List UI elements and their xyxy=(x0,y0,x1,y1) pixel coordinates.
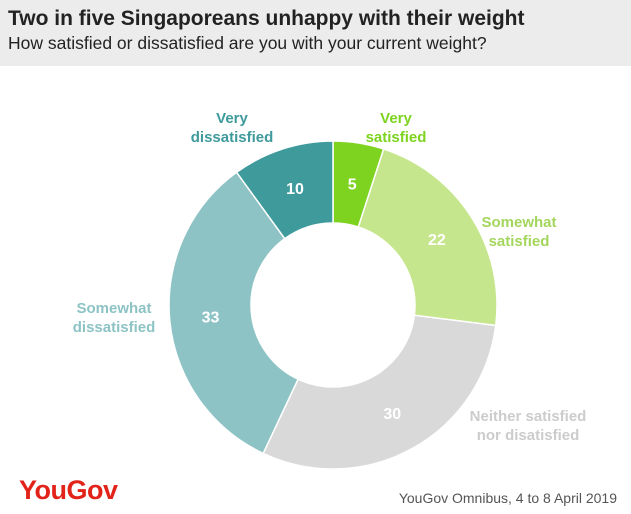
value-label-very-dissatisfied: 10 xyxy=(286,181,304,198)
slice-somewhat-dissatisfied xyxy=(168,171,300,455)
slice-neither-satisfied-nor-disatisfied xyxy=(262,314,497,470)
category-label-very-dissatisfied: Very dissatisfied xyxy=(191,110,274,146)
yougov-logo: YouGov xyxy=(19,475,118,505)
category-label-very-satisfied: Very satisfied xyxy=(366,110,427,146)
chart-header: Two in five Singaporeans unhappy with th… xyxy=(0,0,631,66)
slice-somewhat-satisfied xyxy=(357,148,498,327)
value-label-very-satisfied: 5 xyxy=(348,177,357,194)
category-label-somewhat-satisfied: Somewhat satisfied xyxy=(481,214,556,250)
value-label-neither-satisfied-nor-disatisfied: 30 xyxy=(383,406,401,423)
value-label-somewhat-dissatisfied: 33 xyxy=(202,310,220,327)
chart-title: Two in five Singaporeans unhappy with th… xyxy=(8,7,525,30)
category-label-somewhat-dissatisfied: Somewhat dissatisfied xyxy=(73,300,156,336)
source-note: YouGov Omnibus, 4 to 8 April 2019 xyxy=(398,490,617,506)
slice-very-dissatisfied xyxy=(235,140,334,240)
value-label-somewhat-satisfied: 22 xyxy=(428,232,446,249)
chart-subtitle: How satisfied or dissatisfied are you wi… xyxy=(8,33,487,53)
category-label-neither-satisfied-nor-disatisfied: Neither satisfied nor disatisfied xyxy=(470,408,587,444)
